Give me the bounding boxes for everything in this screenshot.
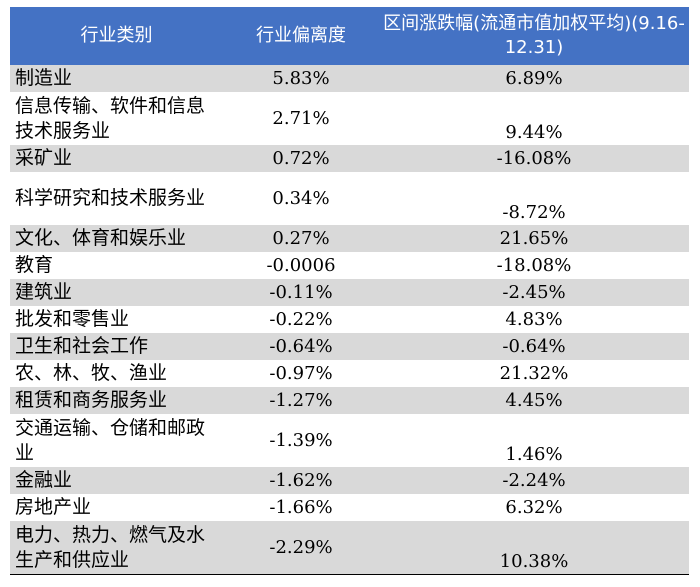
return-cell: -16.08% — [379, 145, 689, 172]
return-cell: 21.32% — [379, 360, 689, 387]
table-row: 交通运输、仓储和邮政业 -1.39% 1.46% — [10, 414, 689, 467]
deviation-cell: -1.39% — [223, 414, 379, 467]
deviation-cell: -1.62% — [223, 467, 379, 494]
industry-deviation-table: 行业类别 行业偏离度 区间涨跌幅(流通市值加权平均)(9.16-12.31) 制… — [10, 7, 689, 574]
deviation-cell: -0.22% — [223, 306, 379, 333]
header-return: 区间涨跌幅(流通市值加权平均)(9.16-12.31) — [379, 7, 689, 65]
deviation-cell: 5.83% — [223, 65, 379, 92]
table-row: 文化、体育和娱乐业 0.27% 21.65% — [10, 225, 689, 252]
deviation-cell: -1.66% — [223, 494, 379, 521]
table-row: 农、林、牧、渔业 -0.97% 21.32% — [10, 360, 689, 387]
industry-cell: 采矿业 — [10, 145, 223, 172]
header-deviation: 行业偏离度 — [223, 7, 379, 65]
table-row: 房地产业 -1.66% 6.32% — [10, 494, 689, 521]
deviation-cell: 0.72% — [223, 145, 379, 172]
return-cell: -0.64% — [379, 333, 689, 360]
industry-cell: 建筑业 — [10, 279, 223, 306]
return-cell: 4.83% — [379, 306, 689, 333]
header-industry: 行业类别 — [10, 7, 223, 65]
industry-cell: 金融业 — [10, 467, 223, 494]
return-cell: 21.65% — [379, 225, 689, 252]
deviation-cell: -0.97% — [223, 360, 379, 387]
table-row: 建筑业 -0.11% -2.45% — [10, 279, 689, 306]
deviation-cell: -2.29% — [223, 521, 379, 574]
industry-cell: 文化、体育和娱乐业 — [10, 225, 223, 252]
return-cell: 4.45% — [379, 387, 689, 414]
return-cell: 9.44% — [379, 92, 689, 145]
industry-cell: 电力、热力、燃气及水生产和供应业 — [10, 521, 223, 574]
industry-cell: 卫生和社会工作 — [10, 333, 223, 360]
industry-cell: 批发和零售业 — [10, 306, 223, 333]
table-row: 卫生和社会工作 -0.64% -0.64% — [10, 333, 689, 360]
deviation-cell: 0.34% — [223, 172, 379, 225]
industry-cell: 教育 — [10, 252, 223, 279]
table-row: 制造业 5.83% 6.89% — [10, 65, 689, 92]
return-cell: 6.32% — [379, 494, 689, 521]
industry-cell: 房地产业 — [10, 494, 223, 521]
industry-cell: 制造业 — [10, 65, 223, 92]
deviation-cell: -1.27% — [223, 387, 379, 414]
deviation-cell: -0.0006 — [223, 252, 379, 279]
table-row: 批发和零售业 -0.22% 4.83% — [10, 306, 689, 333]
return-cell: -2.45% — [379, 279, 689, 306]
deviation-cell: 2.71% — [223, 92, 379, 145]
industry-table-container: 行业类别 行业偏离度 区间涨跌幅(流通市值加权平均)(9.16-12.31) 制… — [10, 7, 689, 575]
table-row: 采矿业 0.72% -16.08% — [10, 145, 689, 172]
industry-cell: 科学研究和技术服务业 — [10, 172, 223, 225]
table-body: 制造业 5.83% 6.89% 信息传输、软件和信息技术服务业 2.71% 9.44% 采矿… — [10, 65, 689, 574]
table-row: 教育 -0.0006 -18.08% — [10, 252, 689, 279]
deviation-cell: -0.64% — [223, 333, 379, 360]
industry-cell: 信息传输、软件和信息技术服务业 — [10, 92, 223, 145]
industry-cell: 交通运输、仓储和邮政业 — [10, 414, 223, 467]
deviation-cell: -0.11% — [223, 279, 379, 306]
table-row: 金融业 -1.62% -2.24% — [10, 467, 689, 494]
return-cell: -8.72% — [379, 172, 689, 225]
return-cell: 1.46% — [379, 414, 689, 467]
return-cell: 10.38% — [379, 521, 689, 574]
table-header-row: 行业类别 行业偏离度 区间涨跌幅(流通市值加权平均)(9.16-12.31) — [10, 7, 689, 65]
table-row: 信息传输、软件和信息技术服务业 2.71% 9.44% — [10, 92, 689, 145]
industry-cell: 租赁和商务服务业 — [10, 387, 223, 414]
return-cell: 6.89% — [379, 65, 689, 92]
table-row: 电力、热力、燃气及水生产和供应业 -2.29% 10.38% — [10, 521, 689, 574]
deviation-cell: 0.27% — [223, 225, 379, 252]
return-cell: -18.08% — [379, 252, 689, 279]
table-row: 租赁和商务服务业 -1.27% 4.45% — [10, 387, 689, 414]
return-cell: -2.24% — [379, 467, 689, 494]
table-row: 科学研究和技术服务业 0.34% -8.72% — [10, 172, 689, 225]
industry-cell: 农、林、牧、渔业 — [10, 360, 223, 387]
